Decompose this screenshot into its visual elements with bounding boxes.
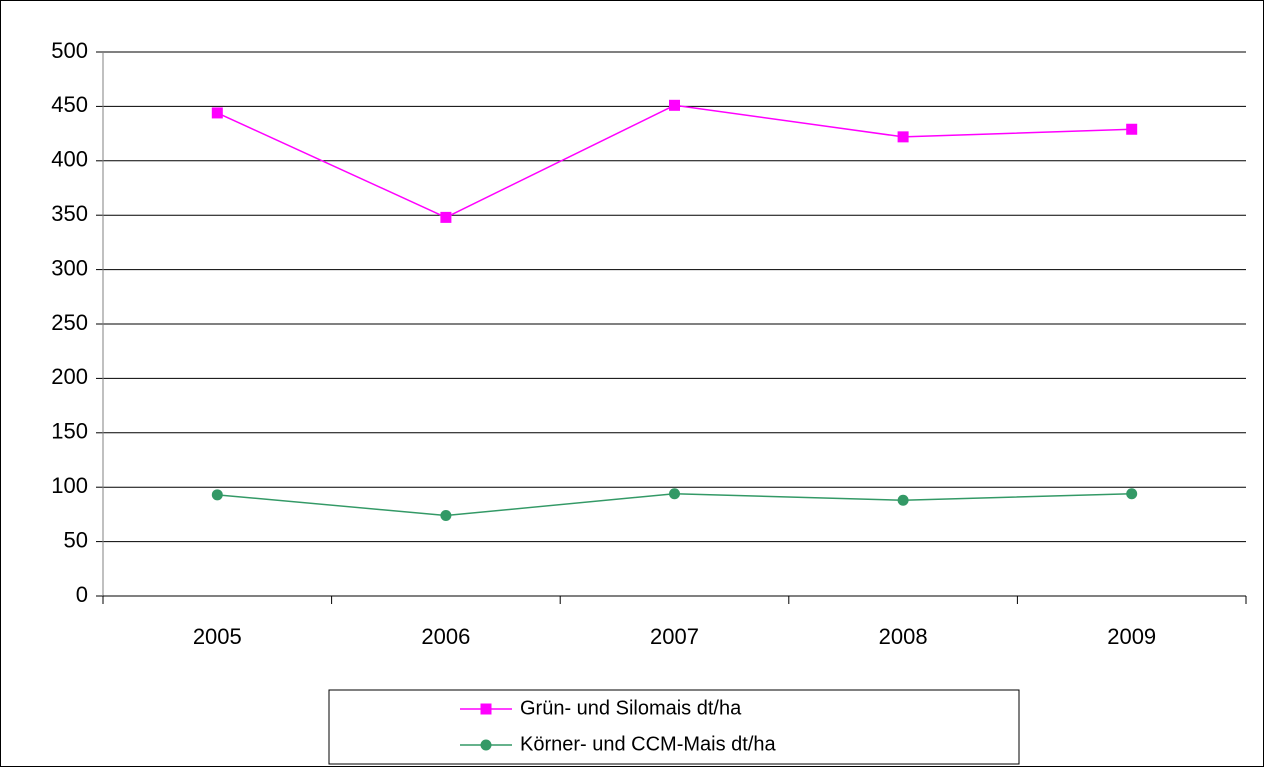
x-tick-label: 2007 [650,624,699,649]
data-point [669,488,680,500]
y-tick-label: 200 [51,364,88,389]
y-tick-label: 0 [76,582,88,607]
legend-marker [480,703,492,715]
data-point [669,99,680,111]
data-point [897,494,909,506]
data-point [1126,488,1138,500]
y-tick-label: 300 [51,255,88,280]
data-point [211,107,223,119]
data-point [440,211,452,223]
x-tick-label: 2006 [421,624,470,649]
legend-label: Körner- und CCM-Mais dt/ha [520,733,777,755]
x-tick-label: 2005 [193,624,242,649]
y-tick-label: 500 [51,38,88,63]
y-tick-label: 100 [51,473,88,498]
data-point [1126,123,1138,135]
y-tick-label: 350 [51,201,88,226]
x-tick-label: 2008 [879,624,928,649]
legend-box [328,689,1020,765]
y-tick-label: 400 [51,147,88,172]
y-tick-label: 150 [51,419,88,444]
y-tick-label: 450 [51,92,88,117]
y-tick-label: 250 [51,310,88,335]
legend-label: Grün- und Silomais dt/ha [520,697,742,719]
x-tick-label: 2009 [1107,624,1156,649]
data-point [211,489,223,501]
y-tick-label: 50 [64,527,88,552]
data-point [897,131,909,143]
data-point [440,509,452,521]
legend-marker [480,739,492,751]
